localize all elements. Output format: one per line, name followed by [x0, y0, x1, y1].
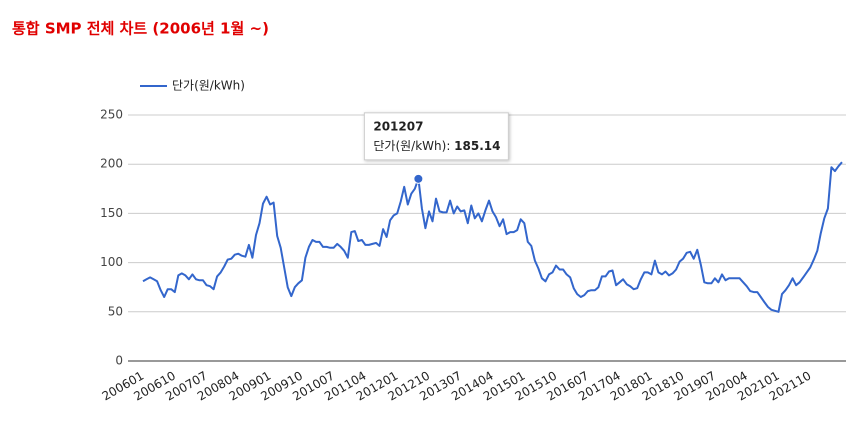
- tooltip-box: [363, 112, 509, 161]
- y-tick-label: 200: [100, 157, 123, 171]
- legend-label: 단가(원/kWh): [172, 79, 245, 93]
- y-tick-label: 150: [100, 206, 123, 220]
- tooltip-text: 단가(원/kWh): 185.14: [373, 138, 500, 152]
- y-tick-label: 250: [100, 108, 123, 122]
- y-tick-label: 0: [115, 354, 123, 368]
- highlight-point: [413, 173, 424, 184]
- tooltip-sep: :: [446, 138, 454, 152]
- y-tick-label: 100: [100, 255, 123, 269]
- tooltip-value: 185.14: [454, 138, 500, 152]
- data-line: [142, 161, 843, 313]
- tooltip-series: 단가(원/kWh): [373, 138, 446, 152]
- y-tick-label: 50: [108, 304, 123, 318]
- chart-title: 통합 SMP 전체 차트 (2006년 1월 ~): [12, 20, 269, 38]
- tooltip-category: 201207: [373, 119, 423, 133]
